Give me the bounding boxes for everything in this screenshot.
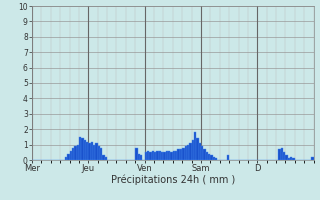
Bar: [199, 143, 201, 160]
Bar: [227, 155, 229, 160]
Bar: [138, 154, 140, 160]
Bar: [69, 151, 72, 160]
Bar: [147, 151, 149, 160]
Bar: [283, 152, 285, 160]
Bar: [140, 155, 142, 160]
Bar: [159, 151, 161, 160]
Bar: [210, 155, 213, 160]
Bar: [65, 157, 67, 160]
Bar: [173, 151, 175, 160]
Bar: [161, 152, 164, 160]
Bar: [206, 152, 208, 160]
Bar: [285, 155, 288, 160]
Bar: [86, 142, 88, 160]
Bar: [156, 151, 159, 160]
Bar: [292, 158, 295, 160]
Bar: [76, 145, 79, 160]
Bar: [95, 143, 98, 160]
Bar: [187, 145, 189, 160]
Bar: [79, 137, 81, 160]
Bar: [281, 148, 283, 160]
Bar: [311, 157, 314, 160]
Bar: [215, 158, 217, 160]
Bar: [88, 143, 91, 160]
Bar: [105, 157, 107, 160]
Bar: [135, 148, 138, 160]
Bar: [91, 142, 93, 160]
Bar: [288, 158, 290, 160]
Bar: [102, 155, 105, 160]
Bar: [290, 157, 292, 160]
Bar: [201, 146, 203, 160]
Bar: [208, 154, 210, 160]
Bar: [203, 149, 206, 160]
Bar: [93, 145, 95, 160]
Bar: [196, 138, 199, 160]
Bar: [278, 149, 281, 160]
Bar: [164, 152, 166, 160]
Bar: [98, 146, 100, 160]
Bar: [171, 152, 173, 160]
Bar: [145, 152, 147, 160]
Bar: [178, 149, 180, 160]
Bar: [189, 143, 192, 160]
Bar: [84, 140, 86, 160]
Bar: [67, 154, 69, 160]
Bar: [166, 151, 168, 160]
Bar: [182, 148, 185, 160]
Bar: [149, 152, 152, 160]
Bar: [192, 140, 194, 160]
Bar: [180, 149, 182, 160]
X-axis label: Précipitations 24h ( mm ): Précipitations 24h ( mm ): [111, 175, 235, 185]
Bar: [194, 132, 196, 160]
Bar: [185, 146, 187, 160]
Bar: [152, 151, 154, 160]
Bar: [81, 138, 84, 160]
Bar: [213, 157, 215, 160]
Bar: [168, 151, 171, 160]
Bar: [100, 148, 102, 160]
Bar: [175, 151, 178, 160]
Bar: [74, 146, 76, 160]
Bar: [154, 152, 156, 160]
Bar: [72, 148, 74, 160]
